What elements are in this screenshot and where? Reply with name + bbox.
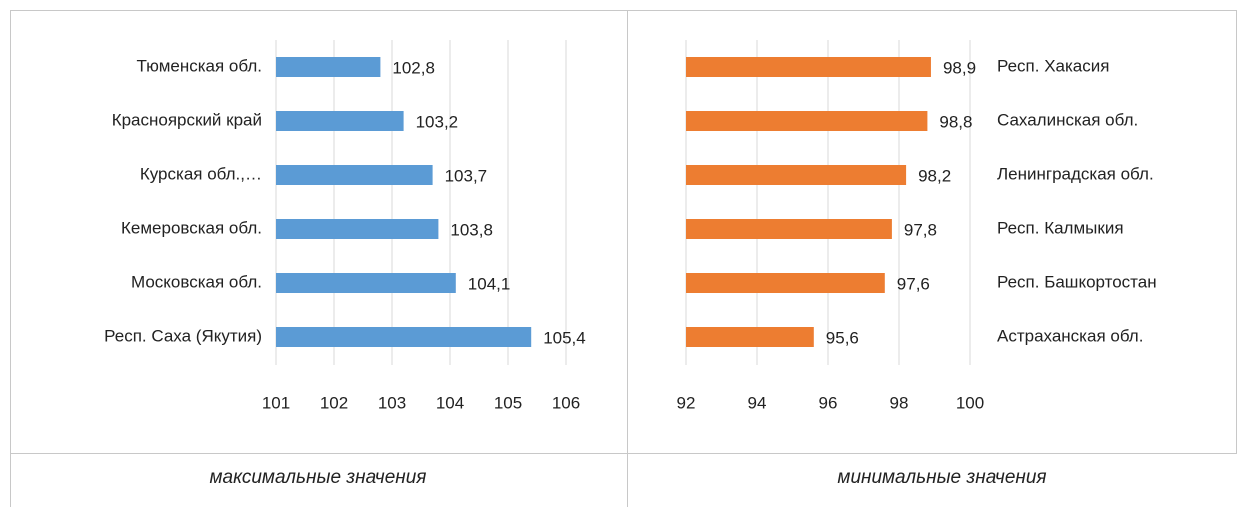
x-tick-label: 96 bbox=[819, 393, 838, 412]
value-label: 105,4 bbox=[543, 328, 586, 347]
category-label: Красноярский край bbox=[112, 110, 262, 129]
x-tick-label: 94 bbox=[748, 393, 767, 412]
value-label: 102,8 bbox=[392, 58, 435, 77]
category-label: Астраханская обл. bbox=[997, 326, 1143, 345]
value-label: 98,9 bbox=[943, 58, 976, 77]
bar bbox=[276, 327, 532, 347]
category-label: Респ. Хакасия bbox=[997, 56, 1109, 75]
x-tick-label: 101 bbox=[262, 393, 290, 412]
bar bbox=[276, 273, 456, 293]
bar bbox=[686, 111, 928, 131]
category-label: Тюменская обл. bbox=[137, 56, 263, 75]
x-tick-label: 100 bbox=[956, 393, 984, 412]
bar bbox=[276, 111, 404, 131]
category-label: Кемеровская обл. bbox=[121, 218, 262, 237]
bar bbox=[276, 219, 439, 239]
value-label: 103,8 bbox=[450, 220, 493, 239]
value-label: 103,2 bbox=[416, 112, 459, 131]
x-tick-label: 104 bbox=[436, 393, 464, 412]
value-label: 95,6 bbox=[826, 328, 859, 347]
bar bbox=[686, 219, 892, 239]
bar bbox=[276, 165, 433, 185]
caption: минимальные значения bbox=[837, 467, 1046, 488]
category-label: Ленинградская обл. bbox=[997, 164, 1154, 183]
category-label: Сахалинская обл. bbox=[997, 110, 1138, 129]
bar bbox=[276, 57, 381, 77]
category-label: Курская обл.,… bbox=[140, 164, 262, 183]
value-label: 97,6 bbox=[897, 274, 930, 293]
category-label: Респ. Саха (Якутия) bbox=[104, 326, 262, 345]
bar bbox=[686, 327, 814, 347]
bar bbox=[686, 165, 907, 185]
frame bbox=[10, 10, 1237, 507]
x-tick-label: 102 bbox=[320, 393, 348, 412]
category-label: Респ. Калмыкия bbox=[997, 218, 1124, 237]
value-label: 104,1 bbox=[468, 274, 511, 293]
caption: максимальные значения bbox=[210, 467, 427, 488]
x-tick-label: 103 bbox=[378, 393, 406, 412]
category-label: Респ. Башкортостан bbox=[997, 272, 1157, 291]
value-label: 98,8 bbox=[939, 112, 972, 131]
value-label: 98,2 bbox=[918, 166, 951, 185]
x-tick-label: 105 bbox=[494, 393, 522, 412]
x-tick-label: 106 bbox=[552, 393, 580, 412]
value-label: 97,8 bbox=[904, 220, 937, 239]
x-tick-label: 98 bbox=[890, 393, 909, 412]
bar bbox=[686, 57, 931, 77]
value-label: 103,7 bbox=[445, 166, 488, 185]
x-tick-label: 92 bbox=[677, 393, 696, 412]
bar bbox=[686, 273, 885, 293]
category-label: Московская обл. bbox=[131, 272, 262, 291]
